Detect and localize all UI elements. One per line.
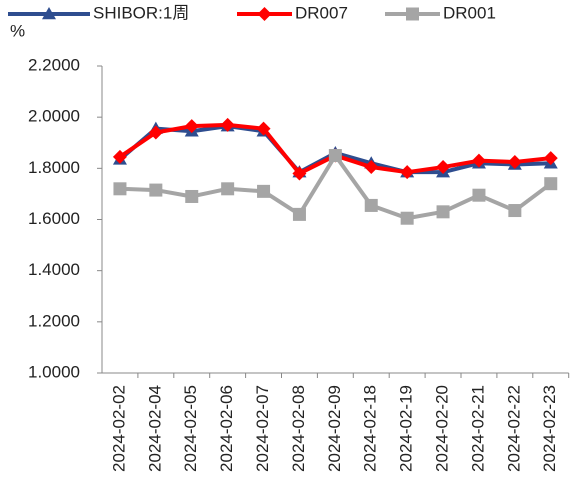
marker	[471, 153, 486, 168]
x-tick-label: 2024-02-22	[504, 385, 523, 472]
marker	[257, 184, 271, 198]
marker	[328, 149, 342, 163]
y-tick-label: 1.4000	[28, 260, 80, 279]
y-axis-label: %	[10, 21, 25, 40]
marker	[543, 151, 558, 166]
x-tick-label: 2024-02-04	[145, 385, 164, 472]
y-tick-label: 1.0000	[28, 362, 80, 381]
y-tick-label: 2.2000	[28, 55, 80, 74]
marker	[508, 204, 522, 218]
y-tick-label: 1.6000	[28, 209, 80, 228]
legend-marker	[406, 7, 419, 21]
x-tick-label: 2024-02-21	[468, 385, 487, 472]
x-tick-label: 2024-02-23	[540, 385, 559, 472]
marker	[184, 119, 199, 134]
x-tick-label: 2024-02-09	[325, 385, 344, 472]
marker	[221, 182, 235, 196]
marker	[149, 183, 163, 197]
legend-label: DR007	[295, 3, 348, 22]
y-tick-label: 1.2000	[28, 311, 80, 330]
marker	[112, 149, 127, 164]
legend-label: DR001	[443, 3, 496, 22]
marker	[544, 177, 558, 191]
marker	[185, 189, 199, 203]
y-tick-label: 1.8000	[28, 158, 80, 177]
marker	[113, 182, 127, 196]
marker	[256, 121, 271, 136]
marker	[507, 154, 522, 169]
marker	[292, 166, 307, 181]
x-tick-label: 2024-02-07	[253, 385, 272, 472]
x-tick-label: 2024-02-08	[289, 385, 308, 472]
x-tick-label: 2024-02-05	[181, 385, 200, 472]
marker	[364, 160, 379, 175]
marker	[436, 160, 451, 175]
x-tick-label: 2024-02-19	[397, 385, 416, 472]
marker	[472, 188, 486, 202]
marker	[292, 207, 306, 221]
marker	[436, 205, 450, 219]
legend-label: SHIBOR:1周	[93, 3, 189, 22]
marker	[220, 117, 235, 132]
legend-marker	[257, 7, 272, 21]
marker	[400, 165, 415, 180]
legend-marker	[42, 7, 56, 20]
marker	[400, 211, 414, 225]
x-tick-label: 2024-02-06	[217, 385, 236, 472]
marker	[364, 198, 378, 212]
x-tick-label: 2024-02-18	[361, 385, 380, 472]
x-tick-label: 2024-02-20	[433, 385, 452, 472]
x-tick-label: 2024-02-02	[109, 385, 128, 472]
marker	[148, 125, 163, 140]
y-tick-label: 2.0000	[28, 107, 80, 126]
